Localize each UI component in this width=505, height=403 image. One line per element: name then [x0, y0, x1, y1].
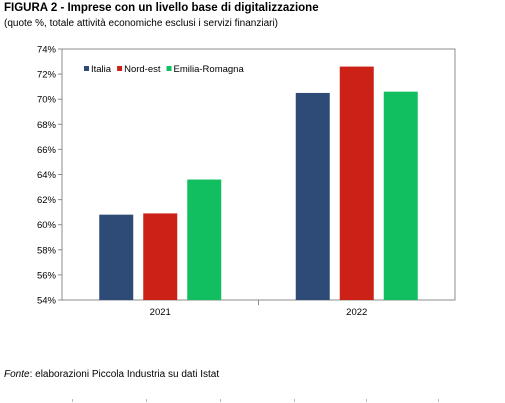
bar-emilia-romagna-2022 [383, 91, 418, 300]
figure-title: FIGURA 2 - Imprese con un livello base d… [4, 2, 319, 14]
legend-label: Italia [91, 64, 112, 75]
y-tick-label: 64% [37, 170, 57, 181]
figure-subtitle: (quote %, totale attività economiche esc… [4, 18, 279, 29]
y-tick-label: 62% [37, 195, 57, 206]
y-tick-label: 66% [37, 145, 57, 156]
legend-swatch [117, 66, 123, 71]
bottom-page-ticks [0, 396, 505, 403]
source-note: Fonte: elaborazioni Piccola Industria su… [4, 369, 219, 380]
bar-nord-est-2021 [143, 213, 178, 300]
y-tick-label: 54% [37, 296, 57, 307]
x-tick-label: 2022 [346, 307, 367, 318]
legend-swatch [166, 66, 172, 71]
bar-chart: 54% 56% 58% 60% 62% 64% 66% 68% 70% 72% 74% 2021 20… [37, 45, 456, 318]
bar-nord-est-2022 [339, 66, 374, 300]
y-tick-label: 56% [37, 270, 57, 281]
source-label: Fonte [4, 369, 30, 380]
y-tick-label: 60% [37, 220, 57, 231]
bar-italia-2022 [295, 92, 330, 300]
legend-label: Nord-est [124, 64, 161, 75]
bar-italia-2021 [99, 214, 134, 300]
x-tick-label: 2021 [150, 307, 171, 318]
bar-emilia-romagna-2021 [187, 179, 222, 300]
y-tick-label: 72% [37, 70, 57, 81]
y-tick-label: 70% [37, 95, 57, 106]
legend-label: Emilia-Romagna [174, 64, 245, 75]
legend-swatch [84, 66, 89, 71]
y-tick-label: 74% [37, 45, 57, 56]
y-tick-label: 58% [37, 245, 57, 256]
source-text: : elaborazioni Piccola Industria su dati… [29, 369, 220, 380]
y-tick-label: 68% [37, 120, 57, 131]
